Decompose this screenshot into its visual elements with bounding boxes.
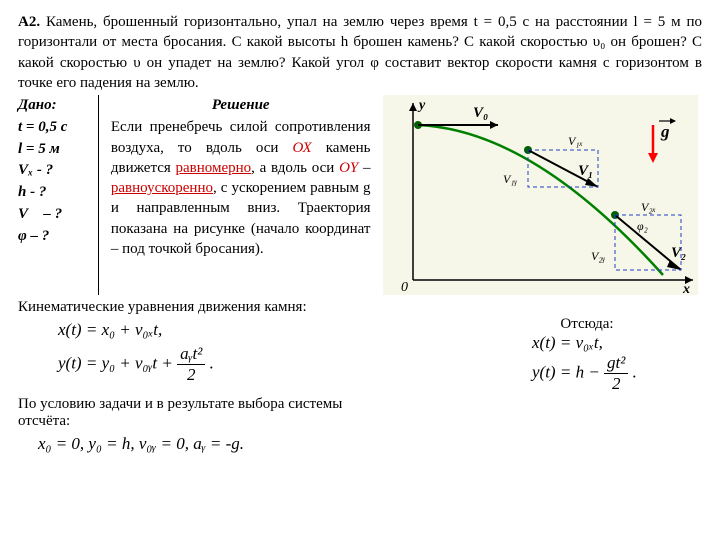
term-uniform: равномерно xyxy=(176,160,252,176)
given-item: V⃗ – ? xyxy=(18,204,92,226)
frac-num: aᵧt² xyxy=(177,344,205,365)
content-row: Дано: t = 0,5 с l = 5 м Vₓ - ? h - ? V⃗ … xyxy=(18,95,702,295)
given-item: l = 5 м xyxy=(18,139,92,161)
svg-text:V₁ᵧ: V₁ᵧ xyxy=(503,172,518,186)
fraction: aᵧt²2 xyxy=(177,344,205,385)
solution-block: Решение Если пренебречь силой сопротивле… xyxy=(111,95,371,295)
svg-text:x: x xyxy=(682,282,690,295)
conditions-text: По условию задачи и в результате выбора … xyxy=(18,396,378,430)
trajectory-diagram: 0 x y V₀ V₁ V₁ₓ V₁ᵧ V₂ xyxy=(383,95,698,295)
svg-text:V₀: V₀ xyxy=(473,105,488,121)
svg-text:V₂ᵧ: V₂ᵧ xyxy=(591,249,606,263)
frac-den: 2 xyxy=(604,374,628,394)
given-item: t = 0,5 с xyxy=(18,117,92,139)
given-block: Дано: t = 0,5 с l = 5 м Vₓ - ? h - ? V⃗ … xyxy=(18,95,99,295)
axis-oy: OY xyxy=(339,160,358,176)
equation-y: y(t) = y₀ + v₀ᵧt + aᵧt²2 . xyxy=(58,344,442,385)
svg-text:y: y xyxy=(417,98,426,113)
problem-body: Камень, брошенный горизонтально, упал на… xyxy=(18,14,702,91)
eq-end: . xyxy=(628,362,637,381)
sol-text: , а вдоль оси xyxy=(251,160,339,176)
problem-statement: А2. Камень, брошенный горизонтально, упа… xyxy=(18,12,702,93)
eq-end: . xyxy=(205,353,214,372)
otsyuda: Отсюда: xyxy=(472,316,702,333)
solution-title: Решение xyxy=(111,95,371,115)
figure-block: 0 x y V₀ V₁ V₁ₓ V₁ᵧ V₂ xyxy=(383,95,703,295)
sol-text: – xyxy=(358,160,370,176)
svg-text:V₂ₓ: V₂ₓ xyxy=(641,200,656,214)
given-title: Дано: xyxy=(18,95,92,117)
equation-y2: y(t) = h − gt²2 . xyxy=(532,353,702,394)
kin-label: Кинематические уравнения движения камня: xyxy=(18,299,702,316)
given-item: h - ? xyxy=(18,182,92,204)
given-item: φ – ? xyxy=(18,226,92,248)
equation-x: x(t) = x₀ + v₀ₓt, xyxy=(58,320,442,340)
term-accel: равноускоренно xyxy=(111,180,213,196)
fraction: gt²2 xyxy=(604,353,628,394)
axis-ox: ОХ xyxy=(292,140,311,156)
svg-text:g: g xyxy=(660,122,670,141)
given-item: Vₓ - ? xyxy=(18,160,92,182)
svg-text:V₁ₓ: V₁ₓ xyxy=(568,134,583,148)
eq-lhs: y(t) = y₀ + v₀ᵧt + xyxy=(58,353,177,372)
frac-num: gt² xyxy=(604,353,628,374)
equation-x2: x(t) = v₀ₓt, xyxy=(532,333,702,353)
svg-text:φ₂: φ₂ xyxy=(637,219,648,233)
svg-text:V₂: V₂ xyxy=(671,245,686,261)
initial-conditions: x₀ = 0, y₀ = h, v₀ᵧ = 0, aᵧ = -g. xyxy=(38,434,702,454)
svg-text:V₁: V₁ xyxy=(578,163,593,179)
eq-lhs: y(t) = h − xyxy=(532,362,604,381)
frac-den: 2 xyxy=(177,365,205,385)
svg-text:0: 0 xyxy=(401,280,408,295)
problem-label: А2. xyxy=(18,14,40,30)
